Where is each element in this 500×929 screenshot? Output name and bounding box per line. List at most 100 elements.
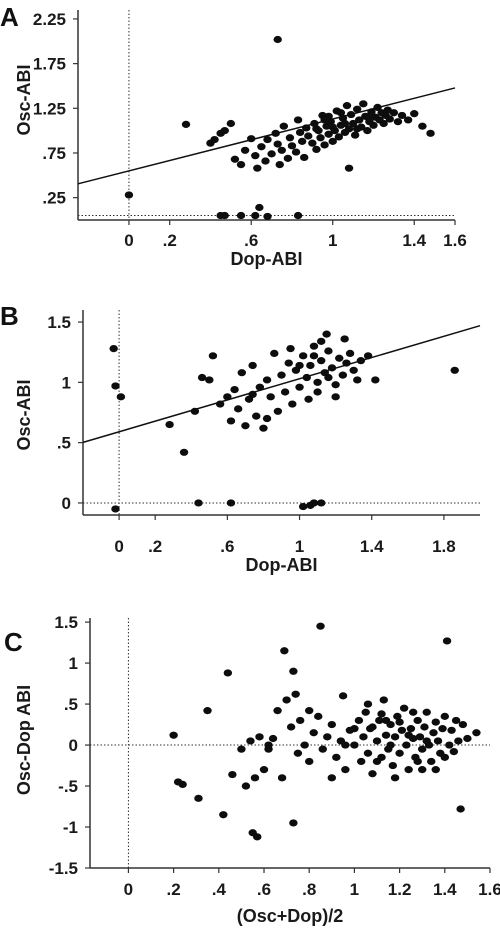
data-point: [395, 749, 404, 757]
data-point: [253, 833, 262, 841]
data-point: [304, 395, 313, 403]
data-point: [295, 383, 304, 391]
data-point: [403, 116, 413, 124]
data-point: [277, 371, 286, 379]
x-tick-label: 1.6: [478, 880, 500, 899]
data-point: [228, 770, 237, 779]
y-tick-label: -1.5: [49, 859, 78, 878]
x-tick-label: 1.2: [388, 880, 412, 899]
data-point: [109, 344, 118, 353]
data-point: [344, 125, 354, 133]
data-point: [241, 422, 250, 430]
data-point: [270, 349, 279, 358]
data-point: [312, 145, 321, 154]
data-point: [346, 110, 356, 119]
data-point: [335, 354, 344, 362]
data-point: [381, 716, 391, 725]
data-point: [397, 111, 407, 120]
data-point: [194, 794, 203, 802]
data-point: [413, 716, 422, 725]
data-point: [262, 414, 272, 423]
data-point: [349, 366, 358, 374]
data-point: [322, 330, 331, 338]
data-point: [356, 757, 366, 766]
data-point: [116, 393, 126, 401]
data-point: [350, 741, 359, 749]
data-point: [263, 135, 272, 144]
data-point: [449, 748, 459, 756]
data-point: [327, 774, 337, 782]
data-point: [397, 726, 407, 734]
y-tick-label: -.5: [58, 777, 78, 796]
data-point: [203, 707, 212, 715]
data-point: [418, 122, 427, 130]
data-point: [408, 708, 418, 716]
data-point: [440, 712, 450, 720]
data-point: [420, 723, 429, 731]
data-point: [317, 337, 326, 345]
data-point: [375, 716, 384, 725]
data-point: [210, 135, 219, 144]
data-point: [363, 127, 372, 135]
data-point: [359, 100, 368, 108]
x-tick-label: 0: [114, 537, 123, 556]
data-point: [219, 811, 228, 819]
data-point: [456, 805, 465, 813]
chart-panel-a: A 0 .2 .6 1 1.4 1.6 .25 .75 1.25 1.75 2.25 Dop-ABI Os…: [0, 2, 467, 269]
data-point: [365, 112, 374, 120]
data-point: [450, 366, 459, 374]
x-tick-label: .6: [220, 537, 234, 556]
data-point: [178, 780, 187, 788]
data-point: [334, 133, 344, 141]
data-point: [226, 119, 236, 128]
data-point: [433, 737, 443, 745]
y-tick-label: 1.5: [54, 613, 78, 632]
data-point: [399, 704, 409, 712]
y-tick-label: .75: [42, 144, 66, 163]
data-point: [124, 191, 134, 199]
data-point: [463, 734, 472, 743]
data-point: [284, 359, 293, 367]
data-point: [340, 335, 349, 343]
data-point: [266, 393, 275, 401]
data-point: [291, 690, 300, 698]
data-point: [302, 373, 311, 382]
data-point: [379, 119, 388, 128]
y-tick-label: 1.25: [33, 99, 66, 118]
data-point: [261, 157, 270, 165]
x-tick-label: .2: [163, 231, 177, 250]
data-point: [350, 725, 359, 733]
data-point: [422, 708, 431, 716]
data-point: [314, 712, 323, 720]
data-point: [302, 124, 311, 132]
data-point: [320, 116, 329, 124]
y-tick-label: .5: [64, 695, 78, 714]
data-point: [223, 669, 233, 677]
data-point: [312, 125, 321, 133]
data-point: [304, 132, 313, 140]
data-point: [458, 720, 468, 729]
data-point: [273, 140, 282, 148]
data-point: [313, 378, 322, 386]
data-point: [236, 160, 246, 169]
y-tick-label: 1: [62, 373, 71, 392]
data-point: [359, 733, 368, 741]
data-point: [251, 211, 260, 220]
data-point: [354, 716, 364, 725]
data-point: [323, 733, 332, 741]
data-point: [251, 152, 260, 160]
data-point: [422, 737, 431, 745]
data-point: [338, 692, 348, 700]
data-point: [271, 129, 280, 137]
chart-panel-c: C0.2.4.6.8 1 1.2 1.4 1.61.51.50-.5-1-1.5(Osc…: [4, 613, 500, 926]
regression-line: [77, 87, 456, 185]
data-point: [220, 211, 229, 220]
data-point: [413, 757, 422, 766]
data-point: [342, 359, 351, 367]
y-axis-title: Osc-ABI: [14, 379, 34, 450]
data-point: [255, 203, 264, 212]
data-point: [404, 731, 413, 739]
x-tick-label: 0: [124, 880, 133, 899]
data-point: [344, 164, 354, 172]
data-point: [286, 344, 295, 353]
